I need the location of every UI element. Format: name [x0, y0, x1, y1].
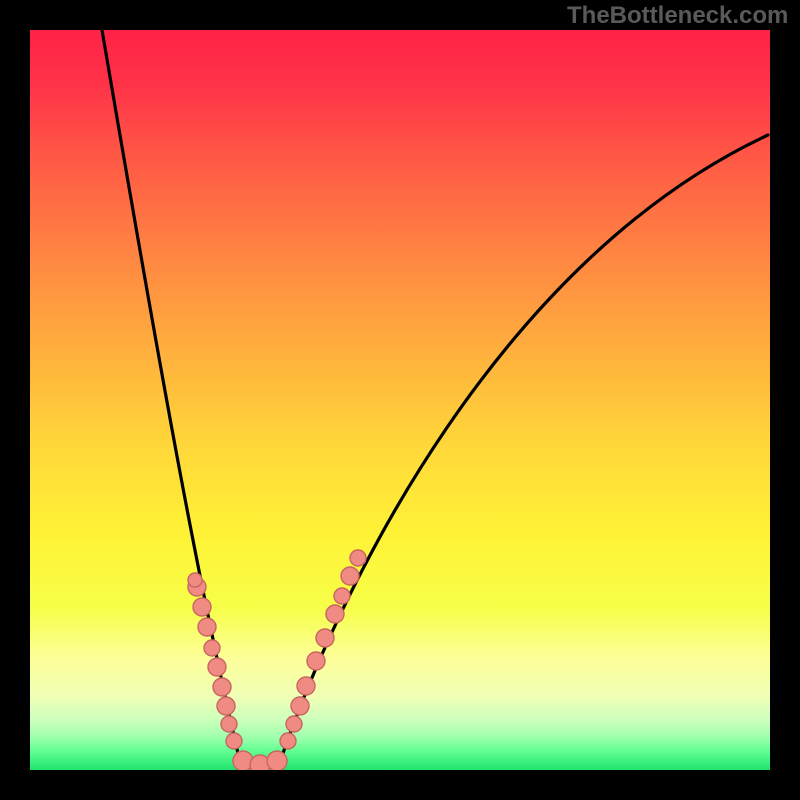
marker-dot: [217, 697, 235, 715]
bottleneck-curve: [102, 30, 768, 766]
marker-dot: [316, 629, 334, 647]
marker-dot: [221, 716, 237, 732]
marker-dot: [350, 550, 366, 566]
left-cluster: [188, 573, 242, 749]
marker-dot: [226, 733, 242, 749]
marker-dot: [286, 716, 302, 732]
marker-dot: [204, 640, 220, 656]
marker-dot: [213, 678, 231, 696]
marker-dot: [280, 733, 296, 749]
stage: TheBottleneck.com: [0, 0, 800, 800]
marker-dot: [267, 751, 287, 770]
marker-dot: [188, 573, 202, 587]
marker-dot: [193, 598, 211, 616]
floor-cluster: [233, 751, 287, 770]
marker-dot: [307, 652, 325, 670]
marker-dot: [334, 588, 350, 604]
marker-dot: [341, 567, 359, 585]
curve-layer: [30, 30, 770, 770]
marker-dot: [198, 618, 216, 636]
marker-dot: [326, 605, 344, 623]
watermark-text: TheBottleneck.com: [567, 2, 788, 30]
plot-area: [30, 30, 770, 770]
marker-dot: [291, 697, 309, 715]
marker-dot: [297, 677, 315, 695]
marker-dot: [208, 658, 226, 676]
